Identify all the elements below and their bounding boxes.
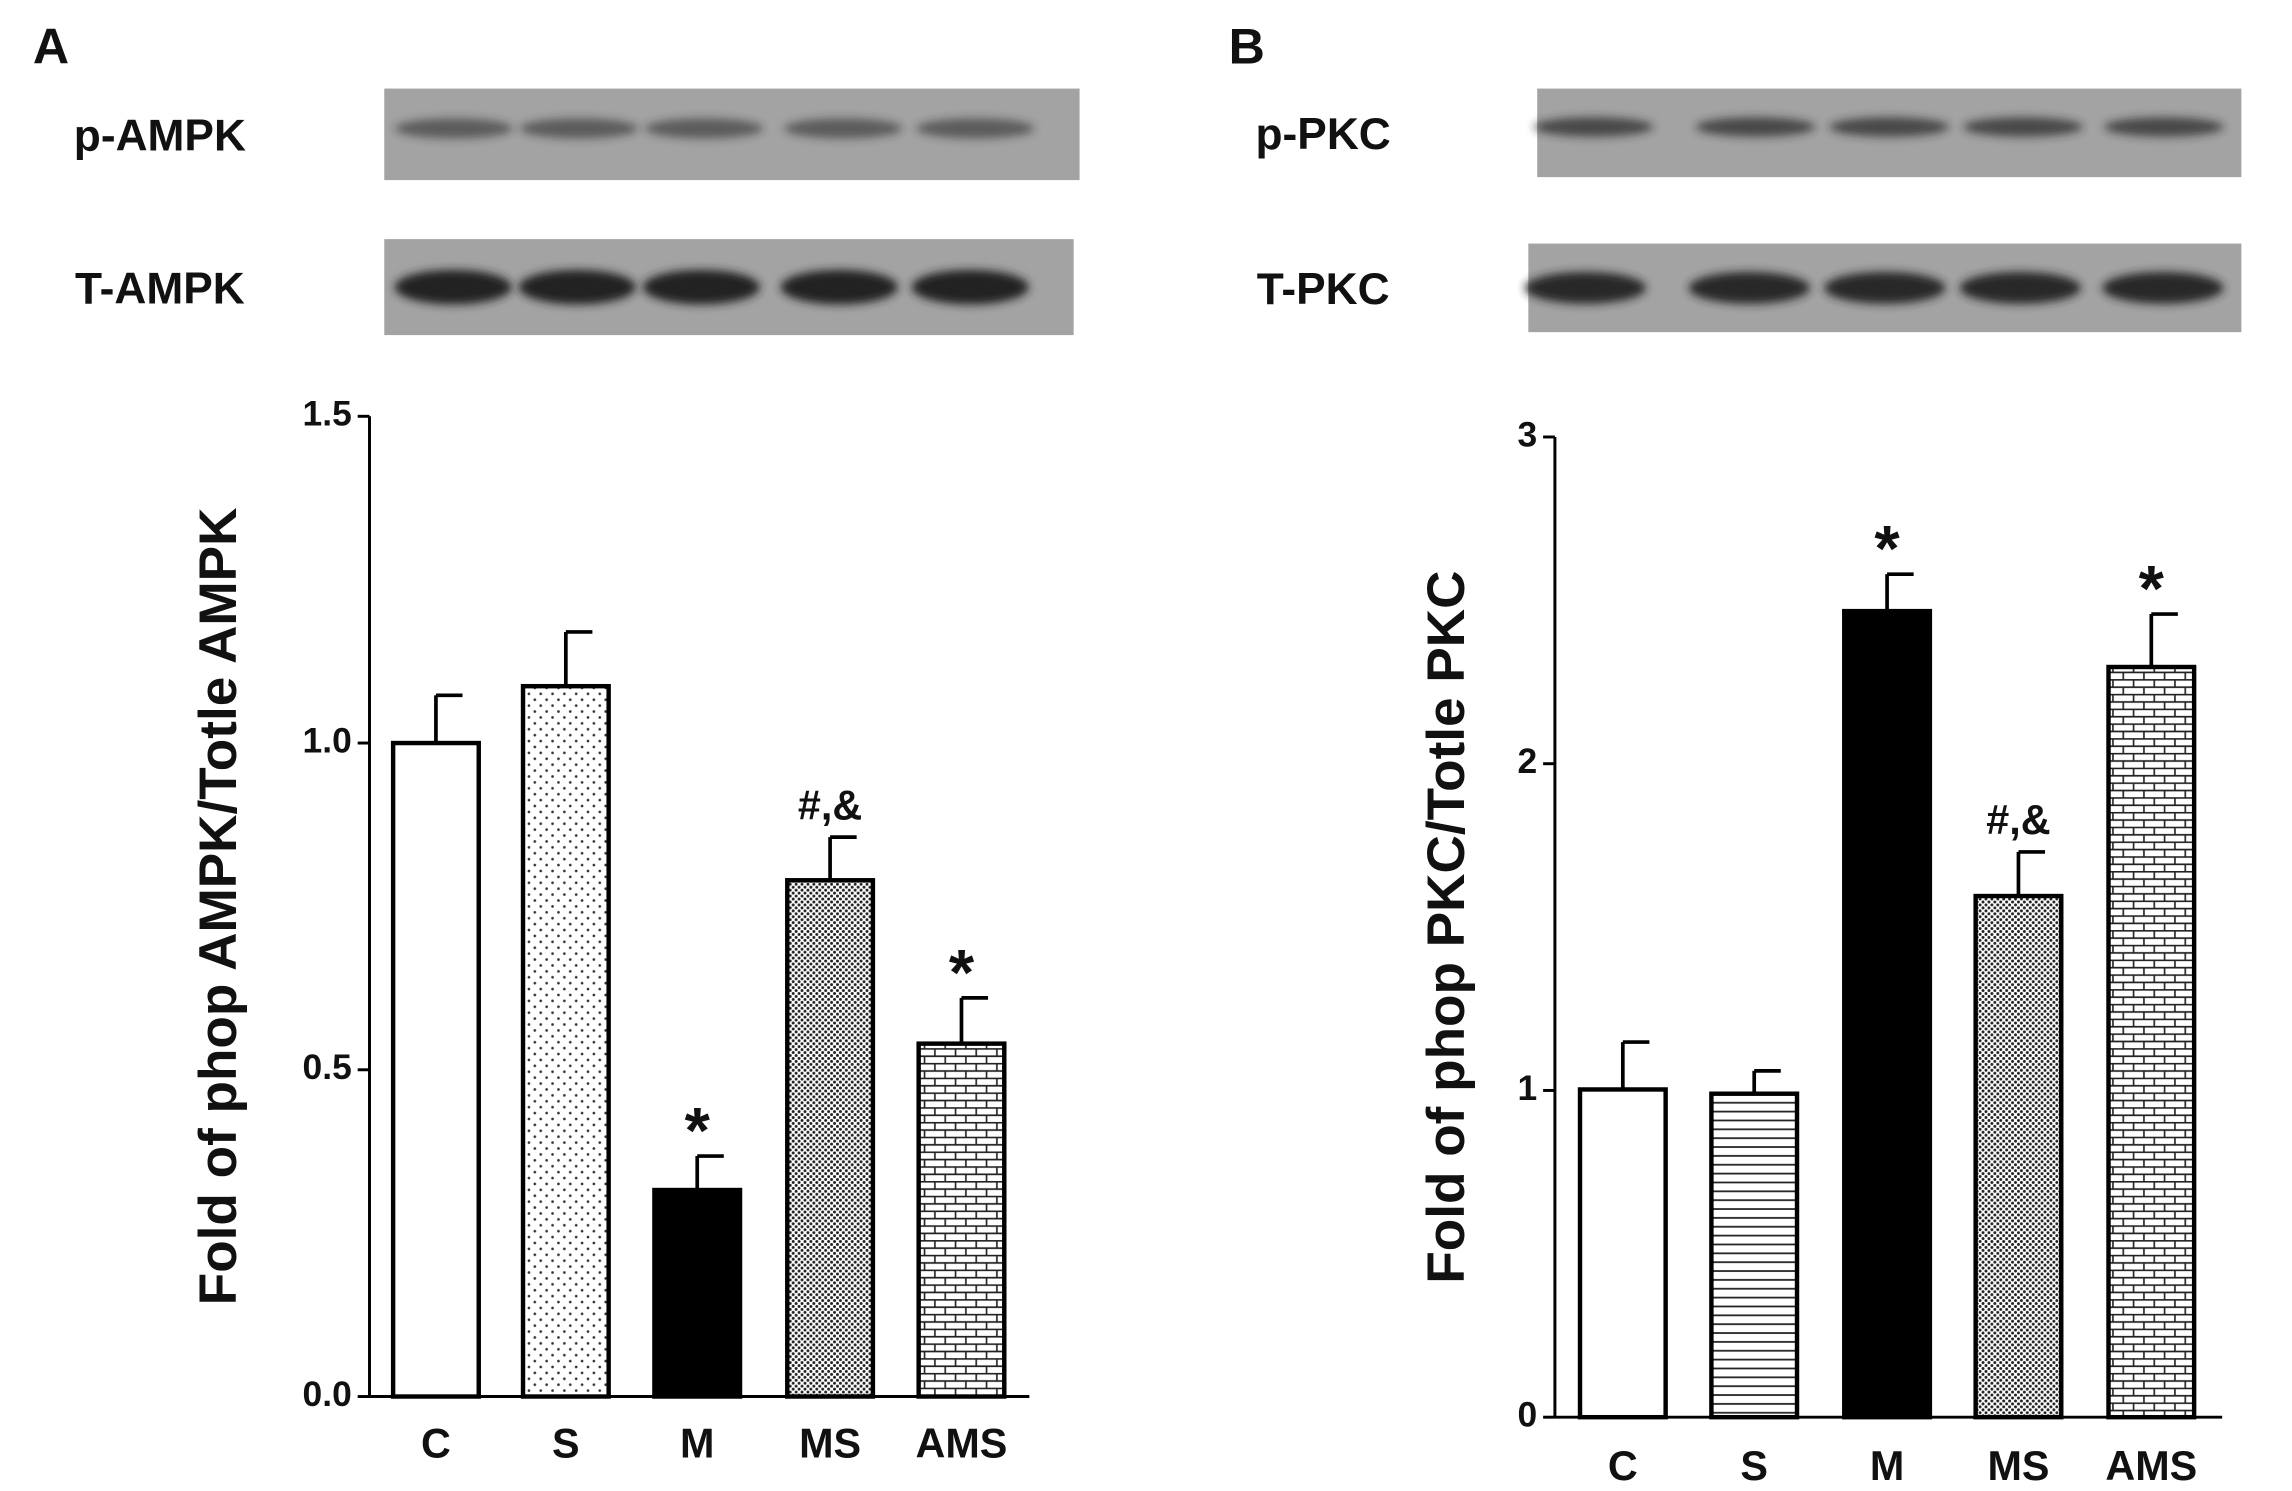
annotation: * bbox=[2139, 552, 2165, 625]
annotation: * bbox=[949, 936, 975, 1009]
bar bbox=[785, 878, 876, 1399]
annotation: #,& bbox=[1986, 797, 2050, 843]
x-tick-label: AMS bbox=[916, 1421, 1008, 1467]
x-tick-label: C bbox=[421, 1421, 451, 1467]
blot-label: p-PKC bbox=[1256, 110, 1391, 159]
y-tick-label: 1.0 bbox=[303, 720, 352, 760]
y-axis-label: Fold of phop AMPK/Totle AMPK bbox=[189, 508, 248, 1306]
y-tick-label: 2 bbox=[1517, 741, 1537, 781]
blot-band bbox=[1829, 117, 1950, 137]
bar bbox=[1709, 1091, 1800, 1420]
x-tick-label: MS bbox=[1987, 1443, 2049, 1489]
bar bbox=[2106, 664, 2197, 1420]
blot-band bbox=[642, 269, 760, 305]
annotation: * bbox=[685, 1094, 711, 1167]
blot-band bbox=[394, 118, 513, 139]
y-axis-label: Fold of phop PKC/Totle PKC bbox=[1417, 571, 1476, 1284]
blot-label: T-AMPK bbox=[75, 264, 245, 313]
bar bbox=[1973, 893, 2064, 1420]
x-tick-label: AMS bbox=[2105, 1443, 2197, 1489]
blot-label: p-AMPK bbox=[74, 111, 246, 160]
panel-label: A bbox=[33, 18, 69, 74]
x-tick-label: M bbox=[680, 1421, 714, 1467]
annotation: #,& bbox=[798, 782, 862, 828]
blot-band bbox=[645, 118, 764, 139]
blot-band bbox=[1824, 271, 1946, 304]
blot-band bbox=[1688, 271, 1810, 304]
x-tick-label: M bbox=[1870, 1443, 1904, 1489]
blot-band bbox=[2102, 271, 2224, 304]
blot-band bbox=[1533, 117, 1654, 137]
x-tick-label: C bbox=[1608, 1443, 1638, 1489]
panel-label: B bbox=[1229, 18, 1265, 74]
y-tick-label: 1 bbox=[1517, 1068, 1537, 1108]
blot-band bbox=[784, 118, 903, 139]
blot-band bbox=[1695, 117, 1816, 137]
blot-band bbox=[1963, 117, 2083, 137]
y-tick-label: 3 bbox=[1517, 414, 1537, 454]
blot-band bbox=[1524, 271, 1646, 304]
blot-label: T-PKC bbox=[1257, 265, 1390, 314]
blot-band bbox=[394, 269, 512, 305]
blot-band bbox=[916, 118, 1035, 139]
blot-band bbox=[1959, 271, 2081, 304]
bar bbox=[520, 683, 611, 1399]
bar bbox=[652, 1187, 743, 1399]
x-tick-label: S bbox=[552, 1421, 580, 1467]
blot-band bbox=[911, 269, 1029, 305]
x-tick-label: MS bbox=[799, 1421, 861, 1467]
blot-band bbox=[2104, 117, 2224, 137]
y-tick-label: 1.5 bbox=[303, 394, 352, 434]
annotation: * bbox=[1874, 512, 1900, 585]
y-tick-label: 0 bbox=[1517, 1395, 1537, 1435]
blot-band bbox=[519, 118, 639, 139]
blot-band bbox=[518, 269, 636, 305]
bar bbox=[1842, 608, 1933, 1420]
x-tick-label: S bbox=[1740, 1443, 1768, 1489]
bar bbox=[1577, 1087, 1668, 1420]
bar bbox=[916, 1041, 1007, 1399]
bar bbox=[390, 740, 481, 1399]
y-tick-label: 0.5 bbox=[303, 1047, 352, 1087]
y-tick-label: 0.0 bbox=[303, 1374, 352, 1414]
blot-band bbox=[780, 269, 898, 305]
